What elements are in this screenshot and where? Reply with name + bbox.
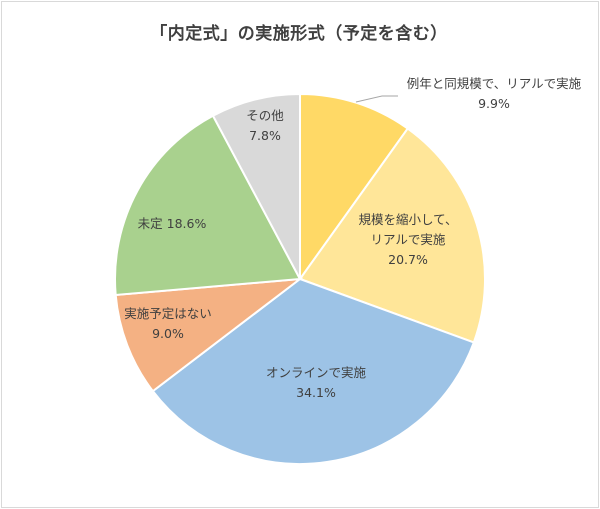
slice-label-1: 例年と同規模で、リアルで実施 9.9% [407, 76, 582, 111]
slice-category-label: その他 [246, 108, 284, 123]
leader-line [355, 95, 398, 103]
pie-slice-3 [151, 277, 476, 466]
slice-label-6: その他 7.8% [246, 108, 284, 143]
pie-slice-4 [114, 277, 304, 393]
slice-label-4: 実施予定はない 9.0% [124, 306, 212, 341]
slice-category-label: 規模を縮小して、 [358, 212, 457, 227]
slice-label-2: 規模を縮小して、リアルで実施 20.7% [358, 212, 457, 267]
slice-value-label: 7.8% [249, 128, 281, 143]
slice-category-label: 未定 18.6% [138, 216, 207, 231]
slice-category-label: オンラインで実施 [266, 365, 367, 380]
pie-slice-5 [114, 114, 302, 297]
pie-slice-6 [211, 92, 301, 280]
slice-value-label: 9.9% [478, 96, 510, 111]
slice-value-label: 20.7% [388, 252, 428, 267]
slice-value-label: 9.0% [152, 326, 184, 341]
pie-slice-2 [298, 127, 487, 344]
slice-label-3: オンラインで実施 34.1% [266, 365, 367, 400]
slice-value-label: 34.1% [296, 385, 336, 400]
slice-label-5: 未定 18.6% [138, 216, 207, 231]
slice-category-label: リアルで実施 [371, 232, 446, 247]
pie-slice-1 [299, 92, 410, 283]
chart-title: 「内定式」の実施形式（予定を含む） [150, 24, 448, 44]
slice-category-label: 例年と同規模で、リアルで実施 [407, 76, 582, 91]
slice-category-label: 実施予定はない [124, 306, 212, 321]
